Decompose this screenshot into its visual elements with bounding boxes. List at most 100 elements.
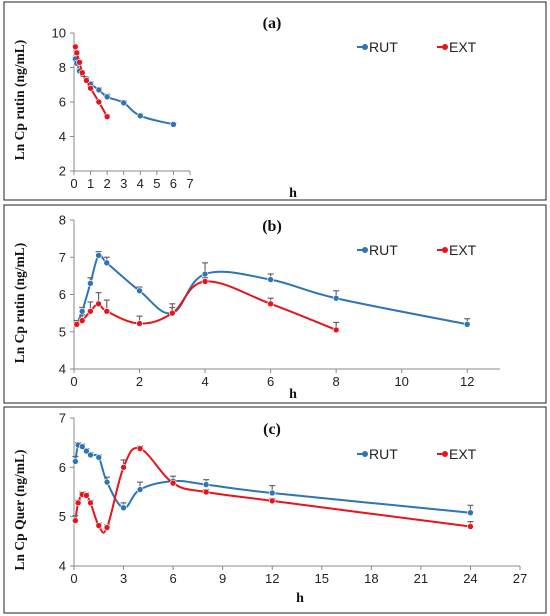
x-tick-label: 18 [364, 571, 378, 586]
series-line-ext [76, 280, 337, 331]
panel-title: (b) [262, 218, 282, 235]
panel-title: (c) [263, 421, 281, 438]
data-point-rut [78, 307, 86, 315]
x-tick-label: 4 [137, 176, 144, 191]
data-point-rut [136, 287, 143, 295]
y-tick-label: 4 [59, 129, 66, 144]
data-point-ext [467, 523, 474, 530]
y-tick-label: 4 [59, 362, 66, 377]
y-tick-label: 4 [59, 559, 66, 574]
data-point-rut [95, 454, 103, 461]
legend-label: RUT [369, 242, 398, 258]
data-point-ext [83, 492, 90, 499]
data-point-ext [120, 464, 127, 471]
x-tick-label: 0 [70, 374, 77, 389]
data-point-rut [202, 481, 210, 488]
data-point-rut [332, 294, 340, 302]
y-tick-label: 2 [59, 164, 66, 179]
x-tick-label: 15 [315, 571, 329, 586]
panel-title: (a) [263, 15, 282, 32]
panel-frame [3, 1, 547, 201]
y-tick-label: 5 [59, 324, 66, 339]
y-axis-label: Ln Cp Quer (ng/mL) [12, 450, 27, 571]
legend-swatch-marker [362, 451, 368, 457]
legend-label: EXT [449, 242, 477, 258]
y-tick-label: 7 [59, 411, 66, 426]
y-tick-label: 5 [59, 509, 66, 524]
data-point-ext [73, 49, 81, 57]
panel-b: 4 5 6 7 8 0 2 4 6 8 10 12 h Ln Cp rutin (ng/mL) (b) RUT… [3, 204, 547, 404]
y-tick-label: 10 [52, 26, 66, 41]
data-point-rut [95, 86, 103, 94]
y-tick-label: 8 [59, 213, 66, 228]
y-tick-label: 7 [59, 250, 66, 265]
data-point-rut [268, 489, 276, 497]
data-point-rut [467, 509, 474, 517]
data-point-ext [78, 69, 86, 76]
data-point-ext [95, 98, 103, 106]
data-point-rut [170, 121, 177, 128]
data-point-rut [463, 320, 471, 328]
data-point-ext [169, 479, 177, 487]
x-tick-label: 9 [219, 571, 226, 586]
data-point-ext [202, 488, 210, 496]
data-point-ext [136, 320, 143, 327]
data-point-rut [103, 478, 111, 486]
data-point-ext [73, 320, 81, 328]
data-point-ext [72, 43, 79, 51]
data-point-rut [103, 93, 111, 101]
data-point-ext [72, 517, 79, 524]
data-point-ext [76, 59, 83, 66]
legend-swatch-marker [442, 451, 448, 457]
x-tick-label: 0 [70, 176, 77, 191]
y-tick-label: 8 [59, 60, 66, 75]
x-tick-label: 3 [120, 176, 127, 191]
data-point-rut [120, 504, 127, 512]
x-tick-label: 12 [265, 571, 279, 586]
data-point-ext [95, 300, 102, 308]
legend-swatch-marker [362, 247, 368, 253]
legend-swatch-marker [442, 44, 448, 50]
x-axis-label: h [289, 186, 297, 201]
series-line-rut [75, 253, 468, 326]
panel-c: 4 5 6 7 0 3 6 9 12 15 18 21 24 27 h Ln Cp Quer (ng/mL) (… [3, 406, 547, 614]
x-tick-label: 24 [463, 571, 477, 586]
data-point-rut [87, 280, 94, 287]
data-point-ext [83, 77, 90, 84]
x-axis-label: h [289, 387, 297, 402]
data-point-ext [201, 278, 209, 285]
x-tick-label: 0 [70, 571, 77, 586]
legend-label: EXT [449, 446, 477, 462]
x-tick-label: 2 [104, 176, 111, 191]
y-tick-label: 6 [59, 95, 66, 110]
data-point-rut [136, 486, 144, 493]
x-tick-label: 10 [394, 374, 408, 389]
legend-label: EXT [449, 39, 477, 55]
x-tick-label: 8 [333, 374, 340, 389]
x-tick-label: 21 [414, 571, 428, 586]
data-point-rut [267, 276, 274, 283]
y-tick-label: 6 [59, 287, 66, 302]
data-point-rut [72, 458, 79, 465]
x-tick-label: 6 [169, 571, 176, 586]
data-point-ext [267, 300, 274, 308]
x-tick-label: 3 [120, 571, 127, 586]
data-point-ext [268, 497, 276, 505]
data-point-rut [103, 259, 111, 267]
data-point-ext [332, 326, 340, 334]
data-point-rut [136, 112, 144, 120]
y-axis-label: Ln Cp rutin (ng/mL) [12, 243, 27, 363]
legend-label: RUT [369, 39, 398, 55]
data-point-ext [136, 445, 144, 452]
panel-frame [3, 204, 547, 404]
y-tick-label: 6 [59, 460, 66, 475]
x-axis-label: h [296, 591, 304, 606]
data-point-ext [87, 307, 94, 315]
x-tick-label: 6 [170, 176, 177, 191]
data-point-ext [103, 113, 111, 120]
y-axis-label: Ln Cp rutin (ng/mL) [12, 40, 27, 160]
data-point-ext [78, 317, 86, 324]
data-point-ext [95, 522, 103, 529]
